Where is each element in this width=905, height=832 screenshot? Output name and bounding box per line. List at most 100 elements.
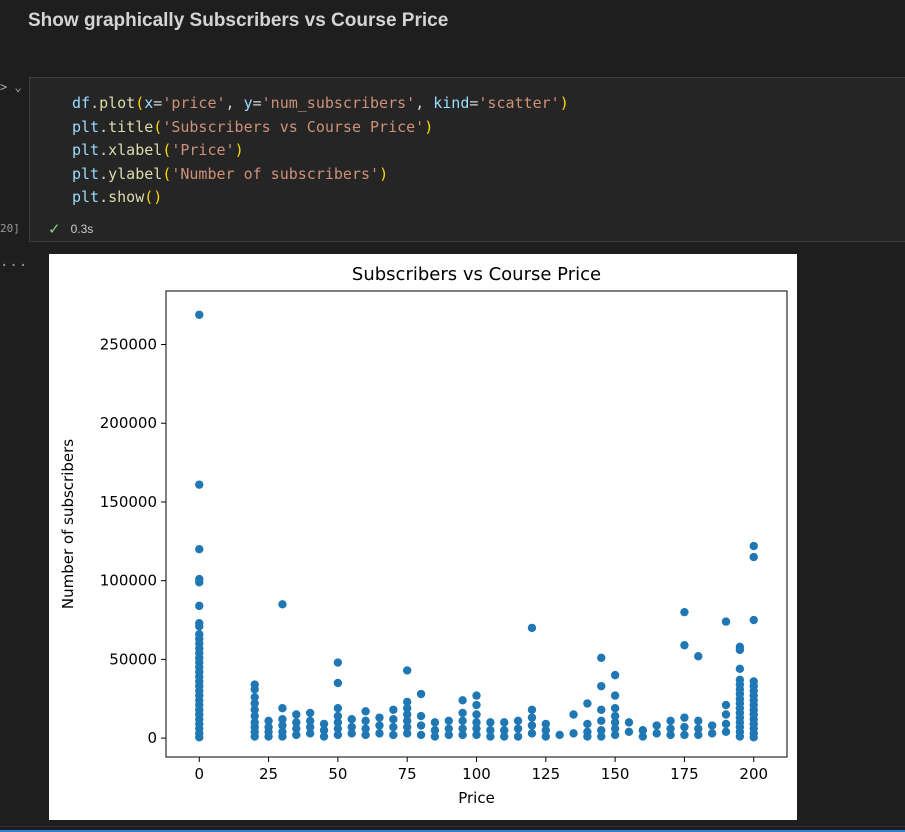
plot-output: 0 25 50 75 100 125 150 175 200 0 50000 100000 150000… [49,254,797,820]
y-axis-label: Number of subscribers [59,439,77,609]
code-token: plt [72,141,100,159]
data-point [292,724,301,733]
code-token: . [99,188,109,206]
data-point [444,716,453,725]
data-point [486,718,495,727]
data-point [597,653,606,663]
data-point [707,721,717,730]
data-point [195,622,204,631]
code-token: xlabel [108,141,163,159]
data-point [735,664,745,674]
data-point [250,692,259,702]
code-token: 'Price' [171,141,235,159]
code-line: plt.ylabel('Number of subscribers') [72,163,569,187]
output-prompt[interactable]: ... [0,254,29,270]
data-point [375,729,384,738]
plot-frame [165,290,788,758]
data-point [361,716,370,725]
data-point [389,722,398,732]
data-point [694,716,703,725]
data-point [472,724,481,733]
data-point [610,670,620,680]
x-tick-label: 75 [398,765,417,783]
data-point [680,641,689,650]
data-point [250,732,259,741]
data-point [402,729,412,738]
check-icon: ✓ [48,221,61,238]
data-point [472,730,481,740]
data-point [402,697,412,707]
data-point [389,730,398,740]
data-point [680,722,689,732]
data-point [597,716,606,725]
data-point [250,699,259,708]
data-point [375,721,384,730]
data-point [624,718,634,727]
data-point [292,730,301,740]
code-token: 'num_subscribers' [261,94,416,112]
code-token: ( [162,164,172,183]
code-editor[interactable]: df.plot(x='price', y='num_subscribers', … [72,92,569,210]
data-point [569,710,578,719]
data-point [694,730,703,740]
data-point [195,544,204,554]
data-point [278,721,287,730]
data-point [347,729,356,738]
data-point [597,681,606,691]
data-point [541,732,551,741]
y-tick-label: 0 [147,729,157,747]
y-tick-label: 150000 [100,493,157,511]
data-point [333,711,343,721]
data-point [680,607,689,617]
x-tick-label: 0 [194,765,204,783]
data-point [694,724,703,733]
code-token: ( [135,94,145,112]
data-point [305,729,315,738]
code-token: ) [424,117,434,136]
data-point [652,729,661,738]
code-token: plt [72,188,100,206]
code-line: plt.title('Subscribers vs Course Price') [72,116,569,140]
code-token: 'Number of subscribers' [171,164,380,183]
data-point [333,730,343,740]
code-token: 'price' [162,94,226,112]
data-point [555,730,564,740]
data-point [278,703,287,713]
data-point [195,733,204,742]
data-point [333,718,343,727]
data-point [305,722,315,732]
data-point [319,732,329,741]
data-point [735,732,745,741]
data-point [597,726,606,735]
x-tick-label: 125 [531,765,560,783]
code-token: 'scatter' [478,94,560,112]
data-point [361,707,370,716]
code-line: df.plot(x='price', y='num_subscribers', … [72,92,569,116]
code-token: ( [153,117,163,136]
data-point [513,716,523,725]
data-point [721,710,731,719]
code-token: = [469,94,479,112]
data-point [319,719,329,729]
chart-title: Subscribers vs Course Price [352,264,601,285]
data-point [333,703,343,713]
data-point [486,732,495,741]
code-token: ylabel [108,164,163,183]
data-point [472,700,481,710]
data-point [513,732,523,741]
x-tick-label: 50 [328,765,347,783]
code-token: show [108,188,145,206]
data-point [402,710,412,719]
code-cell[interactable] [29,77,905,242]
data-point [749,552,758,562]
code-token: 'Subscribers vs Course Price' [162,117,425,136]
data-point [527,705,537,714]
data-point [749,733,758,742]
code-token: ) [559,94,569,112]
data-point [721,617,731,626]
data-point [278,732,287,741]
data-point [430,732,440,741]
code-token: y [243,94,253,112]
cell-collapse-toggle[interactable]: > ⌄ [0,80,22,94]
data-point [610,703,620,713]
